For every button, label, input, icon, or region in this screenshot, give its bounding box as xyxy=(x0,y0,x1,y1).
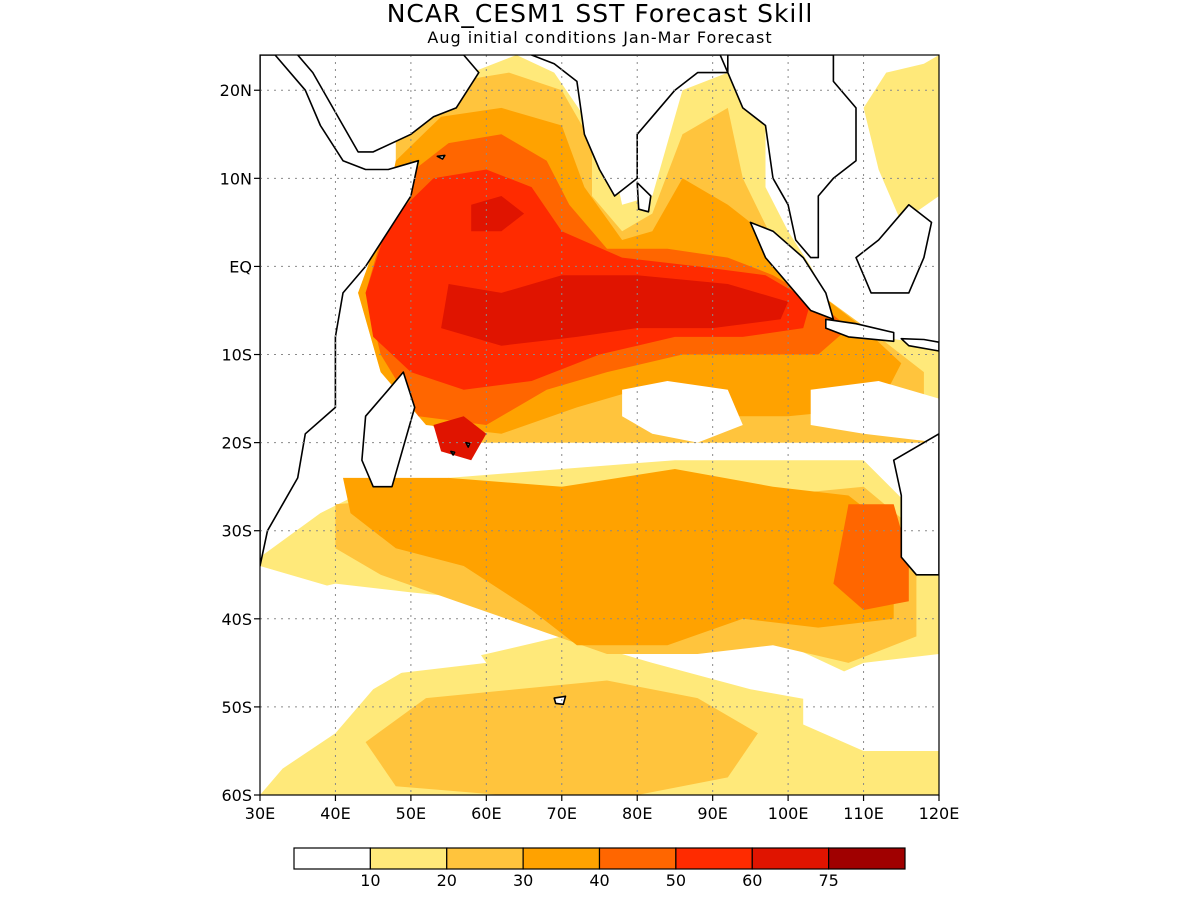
landmass-india xyxy=(530,55,729,197)
skill-region-south-band-mid xyxy=(365,680,758,795)
colorbar-label: 40 xyxy=(589,871,609,890)
landmass-kerguelen xyxy=(553,695,567,706)
colorbar-label: 50 xyxy=(666,871,686,890)
colorbar-label: 30 xyxy=(513,871,533,890)
lon-tick-label: 40E xyxy=(320,804,350,823)
low-skill-region-south-west-white xyxy=(260,566,487,690)
lon-tick-label: 80E xyxy=(622,804,652,823)
lon-tick-label: 90E xyxy=(697,804,727,823)
landmass-reunion xyxy=(450,450,456,456)
lon-tick-label: 50E xyxy=(396,804,426,823)
colorbar-label: 75 xyxy=(818,871,838,890)
colorbar-swatch xyxy=(446,847,524,870)
lat-tick-label: 10S xyxy=(221,346,252,365)
landmass-sri-lanka xyxy=(636,181,652,213)
low-skill-region-south-east-white xyxy=(803,654,939,751)
colorbar-label: 10 xyxy=(360,871,380,890)
skill-region-north-dark-red xyxy=(441,275,789,346)
landmass-australia xyxy=(892,432,939,576)
colorbar-swatch xyxy=(751,847,830,870)
lat-tick-label: 50S xyxy=(221,698,252,717)
landmass-lesser-sunda xyxy=(900,337,939,352)
lon-ticks: 30E 40E 50E 60E 70E 80E 90E 100E 110E 120E xyxy=(245,795,960,823)
colorbar-swatch xyxy=(675,847,753,870)
skill-region-arabian-dark xyxy=(471,196,525,232)
lat-tick-label: 30S xyxy=(221,522,252,541)
skill-region-south-china-sea xyxy=(863,55,939,223)
lon-tick-label: 110E xyxy=(843,804,884,823)
landmass-africa xyxy=(260,55,420,567)
colorbar-swatch xyxy=(369,847,448,870)
lat-ticks: 20N 10N EQ 10S 20S 30S 40S 50S 60S xyxy=(220,81,260,805)
landmass-indochina xyxy=(726,55,857,259)
colorbar-swatch xyxy=(828,847,906,870)
gridlines xyxy=(259,55,940,796)
coastline-layer xyxy=(260,55,939,706)
colorbar-label: 60 xyxy=(742,871,762,890)
landmass-sumatra xyxy=(749,221,835,321)
lon-tick-label: 30E xyxy=(245,804,275,823)
plot-frame xyxy=(259,54,940,796)
landmass-java xyxy=(824,318,895,343)
page-subtitle: Aug initial conditions Jan-Mar Forecast xyxy=(427,28,773,47)
skill-region-south-african-coast xyxy=(833,504,909,610)
skill-region-south-orange xyxy=(343,469,894,646)
lon-tick-label: 120E xyxy=(919,804,960,823)
lon-tick-label: 70E xyxy=(547,804,577,823)
skill-region-mascarene-dark xyxy=(433,416,487,461)
lat-tick-label: 40S xyxy=(221,610,252,629)
colorbar-label: 20 xyxy=(437,871,457,890)
colorbar-swatch xyxy=(293,847,371,870)
lat-tick-label: 20N xyxy=(220,81,252,100)
colorbar: 10 20 30 40 50 60 75 xyxy=(293,847,906,890)
landmass-madagascar xyxy=(361,371,416,488)
lat-tick-label: 20S xyxy=(221,434,252,453)
lon-tick-label: 60E xyxy=(471,804,501,823)
page-title: NCAR_CESM1 SST Forecast Skill xyxy=(386,0,814,28)
landmass-mauritius xyxy=(465,441,471,448)
landmass-borneo xyxy=(855,204,933,294)
colorbar-swatch xyxy=(522,847,601,870)
lat-tick-label: 60S xyxy=(221,786,252,805)
lon-tick-label: 100E xyxy=(768,804,809,823)
lat-tick-label: EQ xyxy=(229,257,252,276)
landmass-arabia xyxy=(296,55,480,153)
lat-tick-label: 10N xyxy=(220,169,252,188)
colorbar-swatch xyxy=(598,847,677,870)
landmass-socotra xyxy=(436,154,446,160)
low-skill-region-east-white xyxy=(810,381,939,443)
